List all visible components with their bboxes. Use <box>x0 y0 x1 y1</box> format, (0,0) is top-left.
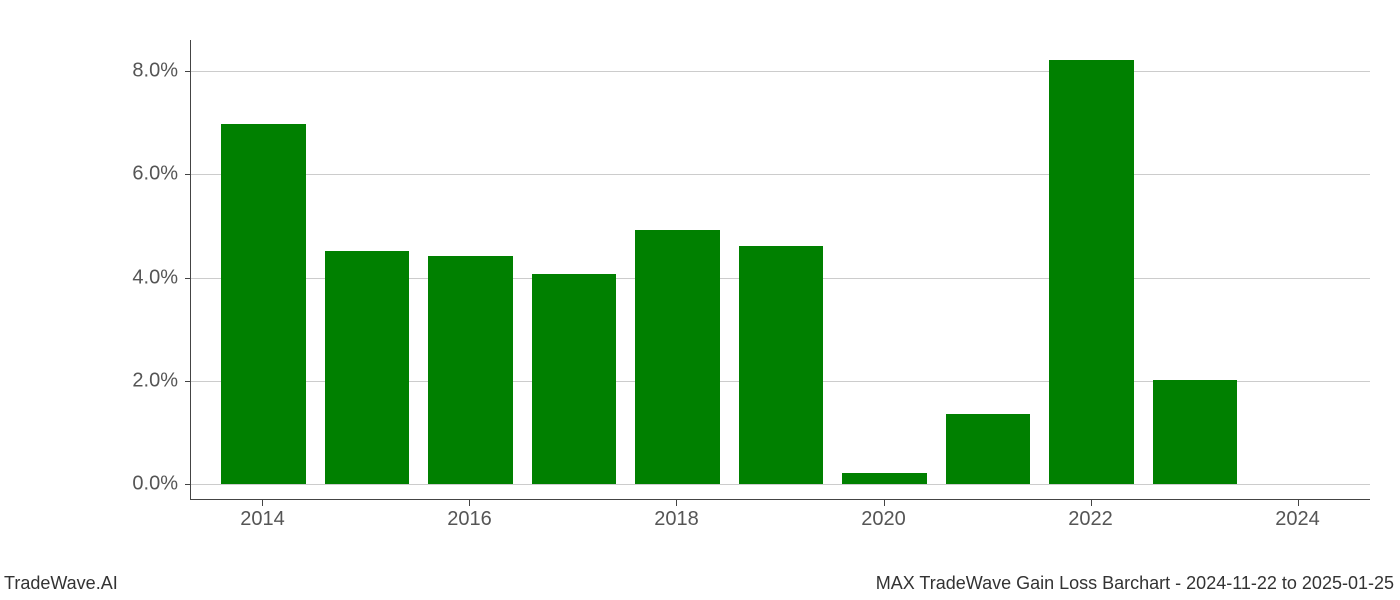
plot-area <box>190 40 1370 500</box>
x-tick-mark <box>884 500 885 506</box>
y-tick-label: 6.0% <box>118 163 178 186</box>
bar-2015 <box>325 251 410 484</box>
x-tick-label: 2020 <box>861 508 906 531</box>
x-tick-mark <box>1091 500 1092 506</box>
y-tick-label: 8.0% <box>118 60 178 83</box>
x-tick-mark <box>262 500 263 506</box>
x-tick-mark <box>469 500 470 506</box>
bar-2020 <box>842 473 927 483</box>
x-tick-label: 2018 <box>654 508 699 531</box>
bar-2022 <box>1049 60 1134 484</box>
footer-caption: MAX TradeWave Gain Loss Barchart - 2024-… <box>876 573 1394 594</box>
y-tick-mark <box>185 484 191 485</box>
x-tick-mark <box>1298 500 1299 506</box>
gridline <box>191 484 1370 485</box>
chart-container: 0.0% 2.0% 4.0% 6.0% 8.0% 2014 2016 2018 2020 202… <box>120 40 1370 540</box>
bar-2018 <box>635 230 720 483</box>
x-tick-label: 2014 <box>240 508 285 531</box>
y-tick-label: 4.0% <box>118 266 178 289</box>
y-tick-mark <box>185 71 191 72</box>
footer-brand: TradeWave.AI <box>4 573 118 594</box>
bar-2023 <box>1153 380 1238 483</box>
y-tick-mark <box>185 278 191 279</box>
bar-2014 <box>221 124 306 483</box>
bar-2017 <box>532 274 617 483</box>
y-tick-mark <box>185 381 191 382</box>
x-tick-mark <box>676 500 677 506</box>
x-tick-label: 2016 <box>447 508 492 531</box>
x-tick-label: 2024 <box>1275 508 1320 531</box>
gridline <box>191 174 1370 175</box>
x-tick-label: 2022 <box>1068 508 1113 531</box>
bar-2016 <box>428 256 513 483</box>
y-tick-label: 0.0% <box>118 473 178 496</box>
bar-2021 <box>946 414 1031 484</box>
y-tick-label: 2.0% <box>118 370 178 393</box>
gridline <box>191 71 1370 72</box>
bar-2019 <box>739 246 824 484</box>
y-tick-mark <box>185 174 191 175</box>
